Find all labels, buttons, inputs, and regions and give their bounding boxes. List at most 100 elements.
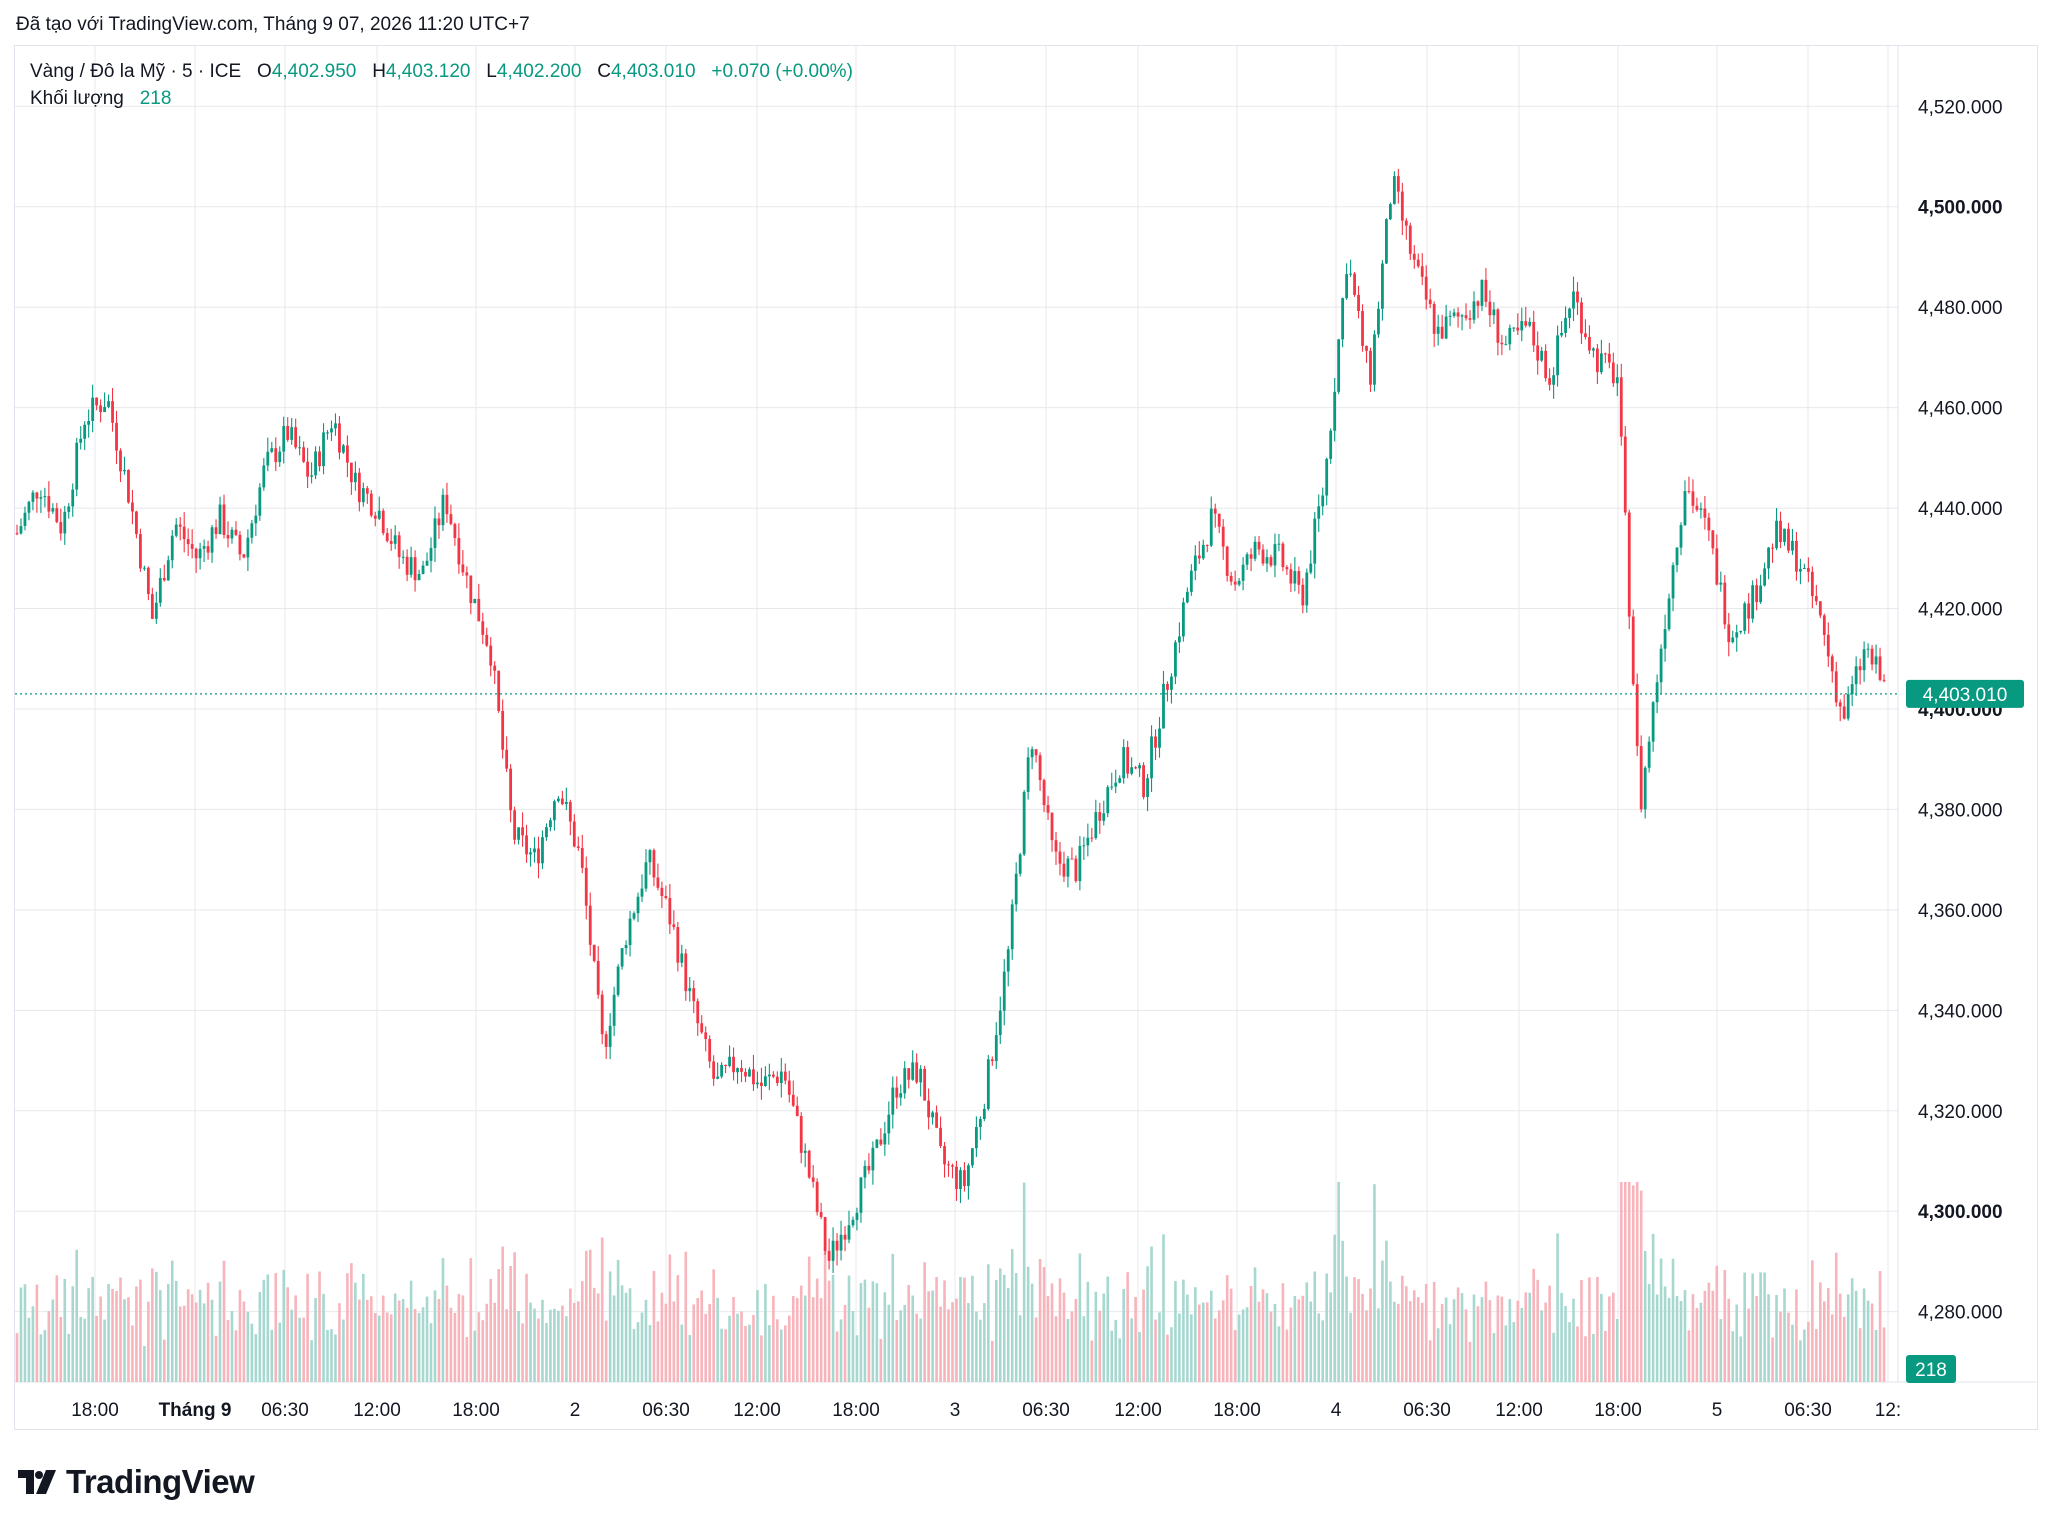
candle-body	[1818, 601, 1822, 616]
tradingview-logo[interactable]: TradingView	[18, 1463, 255, 1501]
volume-bar	[166, 1283, 170, 1382]
volume-bar	[342, 1319, 345, 1382]
candle-body	[441, 494, 445, 526]
volume-bar	[644, 1299, 648, 1382]
volume-bar	[1592, 1334, 1595, 1382]
volume-bar	[1385, 1240, 1388, 1382]
candle-body	[1357, 294, 1360, 312]
y-tick-label: 4,360.000	[1918, 901, 2003, 922]
candle-body	[393, 535, 397, 544]
volume-bar	[413, 1308, 417, 1382]
volume-label[interactable]: Khối lượng	[30, 88, 124, 109]
candle-body	[1174, 642, 1177, 677]
volume-bar	[99, 1296, 102, 1382]
candle-body	[724, 1064, 727, 1066]
candle-body	[1787, 528, 1790, 551]
volume-bar	[839, 1319, 843, 1382]
volume-bar	[1528, 1292, 1532, 1382]
candle-body	[963, 1170, 966, 1187]
volume-bar	[123, 1299, 126, 1382]
candle-body	[473, 598, 477, 604]
volume-bar	[1241, 1309, 1245, 1382]
volume-bar	[1162, 1234, 1165, 1382]
volume-bar	[1826, 1288, 1830, 1382]
volume-bar	[1042, 1267, 1046, 1382]
high-value: 4,403.120	[385, 61, 471, 82]
volume-bar	[1878, 1271, 1882, 1382]
volume-bar	[899, 1310, 903, 1382]
candle-body	[1002, 971, 1006, 1011]
candle-body	[405, 556, 409, 575]
x-tick-label: 18:00	[832, 1400, 880, 1421]
candle-body	[1651, 702, 1655, 742]
volume-bar	[334, 1334, 337, 1382]
volume-bar	[346, 1273, 349, 1382]
candlestick-chart[interactable]: 4,280.000 4,300.000 4,320.000 4,340.000 4,36…	[0, 0, 2048, 1450]
volume-bar	[1186, 1294, 1189, 1382]
candle-body	[517, 827, 520, 840]
volume-bar	[43, 1330, 47, 1382]
candle-body	[859, 1177, 863, 1213]
volume-bar	[1651, 1233, 1655, 1382]
volume-bar	[1408, 1301, 1412, 1382]
candle-body	[1424, 276, 1428, 300]
candle-body	[760, 1082, 763, 1086]
candle-body	[1460, 315, 1464, 317]
candle-body	[1715, 548, 1719, 585]
candle-body	[334, 423, 337, 429]
volume-bar	[131, 1325, 134, 1382]
symbol-label[interactable]: Vàng / Đô la Mỹ · 5 · ICE	[30, 61, 242, 82]
candle-body	[385, 533, 389, 542]
volume-bar	[1707, 1282, 1711, 1382]
candle-body	[1325, 458, 1329, 496]
candle-body	[1138, 765, 1141, 769]
candle-body	[178, 524, 182, 527]
volume-bar	[1572, 1298, 1575, 1382]
volume-bar	[1221, 1300, 1225, 1382]
volume-bar	[393, 1293, 397, 1382]
candle-body	[684, 953, 688, 992]
candle-body	[326, 432, 329, 434]
volume-bar	[1807, 1321, 1810, 1382]
volume-bar	[67, 1333, 71, 1382]
volume-bar	[1154, 1319, 1157, 1382]
candle-body	[1221, 526, 1225, 547]
volume-bar	[983, 1303, 986, 1382]
volume-bar	[811, 1297, 815, 1382]
candle-body	[43, 496, 47, 498]
volume-bar	[19, 1287, 23, 1382]
volume-bar	[776, 1319, 779, 1382]
volume-bar	[1130, 1318, 1133, 1382]
candle-body	[1373, 334, 1376, 385]
candle-body	[1122, 747, 1126, 779]
volume-bar	[596, 1293, 600, 1382]
candle-body	[1803, 568, 1806, 570]
volume-bar	[692, 1304, 696, 1382]
volume-bar	[1273, 1303, 1277, 1382]
candle-body	[1385, 219, 1388, 264]
candle-body	[700, 1023, 704, 1033]
volume-bar	[1484, 1281, 1488, 1382]
volume-bar	[1333, 1234, 1336, 1382]
candle-body	[349, 462, 353, 483]
volume-bar	[1874, 1329, 1878, 1382]
candle-body	[1791, 540, 1794, 551]
candle-body	[799, 1116, 803, 1153]
candle-body	[51, 508, 55, 512]
volume-bar	[1229, 1288, 1233, 1382]
volume-bar	[1170, 1327, 1173, 1382]
candle-body	[154, 602, 158, 619]
volume-bar	[159, 1290, 162, 1382]
volume-bar	[501, 1246, 504, 1382]
candle-body	[453, 523, 457, 538]
candle-body	[166, 560, 170, 581]
volume-bar	[1608, 1296, 1611, 1382]
candle-body	[668, 898, 672, 925]
candle-body	[1253, 541, 1257, 559]
candle-body	[19, 526, 23, 534]
volume-bar	[214, 1335, 218, 1382]
volume-bar	[369, 1296, 373, 1382]
volume-bar	[569, 1288, 572, 1382]
last-price-label: 4,403.010	[1923, 685, 2008, 706]
candle-body	[71, 489, 75, 507]
